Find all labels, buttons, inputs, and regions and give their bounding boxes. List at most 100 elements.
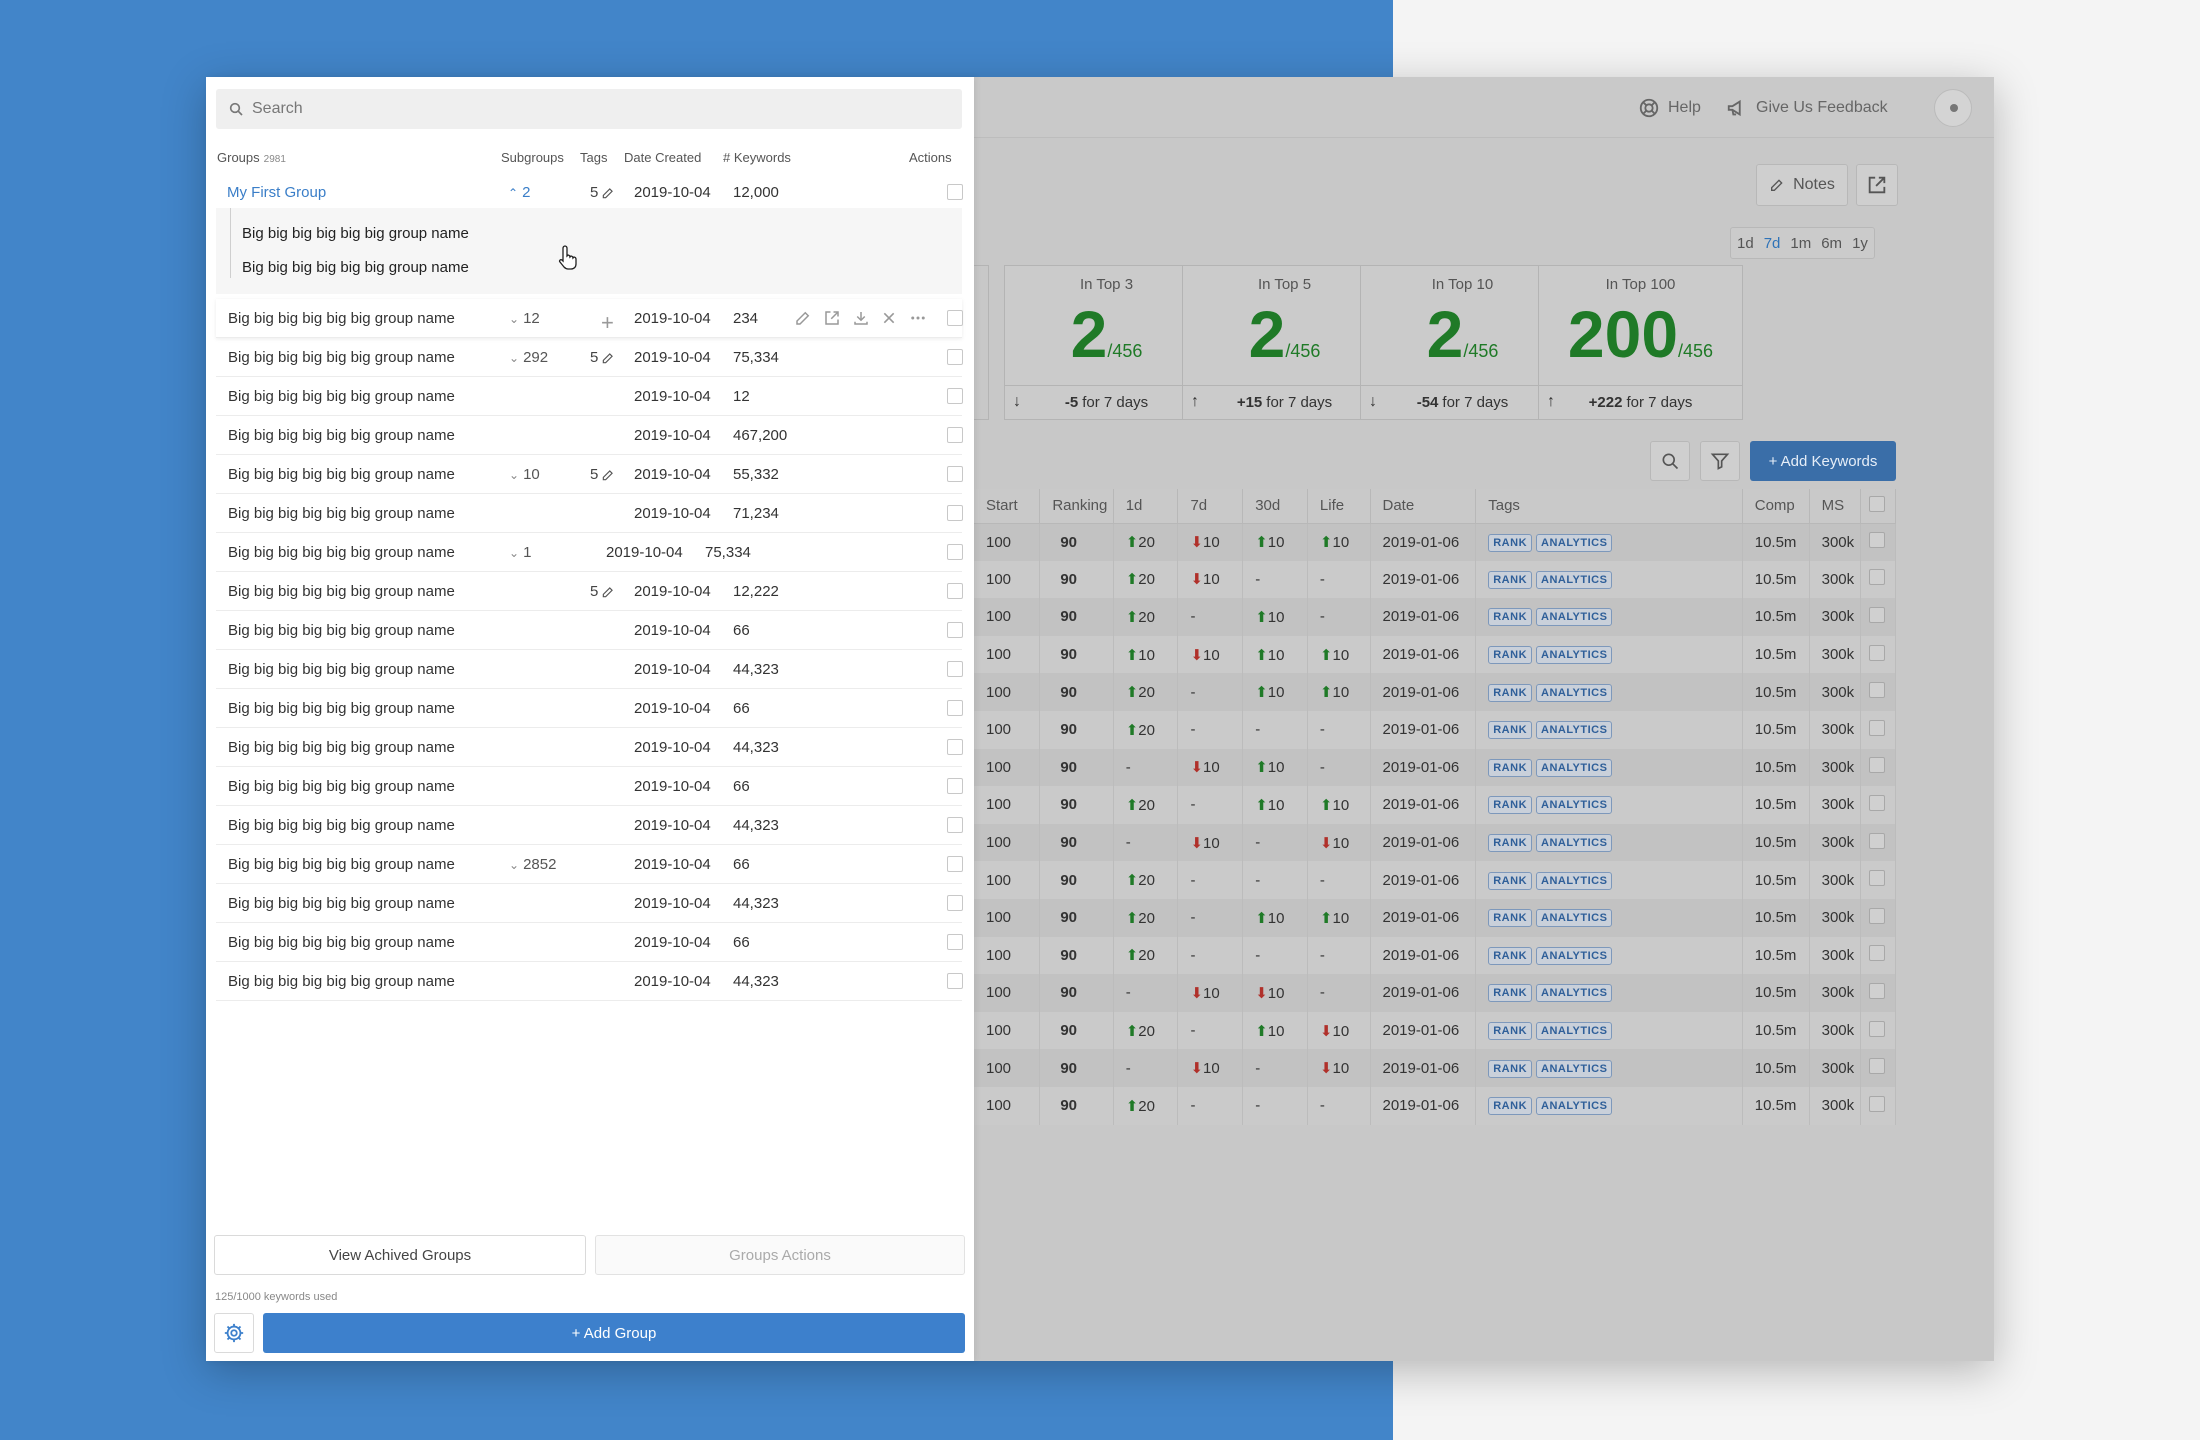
row-checkbox[interactable] [947,622,963,638]
row-checkbox[interactable] [947,739,963,755]
col-30d[interactable]: 30d [1242,489,1308,524]
col-date[interactable]: Date [1370,489,1477,524]
tag-badge[interactable]: ANALYTICS [1536,871,1613,890]
tag-badge[interactable]: RANK [1488,796,1533,815]
table-row[interactable]: 100 90 ⬆20- - -2019-01-06 RANK ANALYTICS 10.5m 3… [974,710,1896,749]
row-checkbox[interactable] [947,544,963,560]
group-name[interactable]: My First Group [227,184,327,201]
table-row[interactable]: 100 90 ⬆20 ⬇10 ⬆10 ⬆10 2019-01-06 RANK ANALYTICS… [974,523,1896,561]
row-checkbox[interactable] [1869,794,1886,811]
tag-badge[interactable]: RANK [1488,946,1533,965]
group-name[interactable]: Big big big big big big group name [228,310,455,327]
row-checkbox[interactable] [947,856,963,872]
group-name[interactable]: Big big big big big big group name [228,700,455,717]
tag-badge[interactable]: ANALYTICS [1536,796,1613,815]
group-name[interactable]: Big big big big big big group name [228,622,455,639]
more-icon[interactable] [908,309,928,327]
row-checkbox[interactable] [1869,945,1886,962]
search-keywords-button[interactable] [1650,441,1690,481]
period-1d[interactable]: 1d [1737,234,1754,252]
row-checkbox[interactable] [1869,682,1886,699]
groups-actions-button[interactable]: Groups Actions [595,1235,965,1275]
group-name[interactable]: Big big big big big big group name [228,544,455,561]
col-ms[interactable]: MS [1809,489,1862,524]
tag-badge[interactable]: RANK [1488,1022,1533,1041]
period-6m[interactable]: 6m [1821,234,1843,252]
table-row[interactable]: 100 90- ⬇10- ⬇10 2019-01-06 RANK ANALYTICS 10.5… [974,823,1896,862]
row-checkbox[interactable] [1869,757,1886,774]
row-checkbox[interactable] [947,661,963,677]
tag-badge[interactable]: ANALYTICS [1536,984,1613,1003]
col-start[interactable]: Start [974,489,1041,524]
row-checkbox[interactable] [947,700,963,716]
row-checkbox[interactable] [1869,569,1886,586]
table-row[interactable]: 100 90- ⬇10- ⬇10 2019-01-06 RANK ANALYTICS 10.5… [974,1049,1896,1087]
col-ranking[interactable]: Ranking [1039,489,1114,524]
row-checkbox[interactable] [947,184,963,200]
group-row[interactable]: Big big big big big big group name 2019-1… [216,377,963,416]
table-row[interactable]: 100 90 ⬆20- - -2019-01-06 RANK ANALYTICS 10.5m 3… [974,1086,1896,1125]
tag-badge[interactable]: ANALYTICS [1536,1059,1613,1078]
row-checkbox[interactable] [1869,982,1886,999]
avatar[interactable] [1934,89,1972,127]
group-name[interactable]: Big big big big big big group name [228,427,455,444]
group-row[interactable]: Big big big big big big group name ⌄ 2852 2… [216,845,963,884]
col-1d[interactable]: 1d [1113,489,1179,524]
col-comp[interactable]: Comp [1742,489,1810,524]
tags-count[interactable]: 5 [590,583,615,600]
tag-badge[interactable]: ANALYTICS [1536,758,1613,777]
group-name[interactable]: Big big big big big big group name [228,817,455,834]
feedback-link[interactable]: Give Us Feedback [1726,97,1888,119]
row-checkbox[interactable] [947,817,963,833]
group-row-my-first-group[interactable]: My First Group ⌃ 2 5 2019-10-04 12,000 [216,173,963,212]
tag-badge[interactable]: ANALYTICS [1536,1097,1613,1116]
tag-badge[interactable]: RANK [1488,683,1533,702]
row-checkbox[interactable] [1869,719,1886,736]
search-input[interactable] [252,100,932,118]
add-group-button[interactable]: + Add Group [263,1313,965,1353]
row-checkbox[interactable] [947,973,963,989]
tag-badge[interactable]: RANK [1488,984,1533,1003]
tag-badge[interactable]: ANALYTICS [1536,683,1613,702]
row-checkbox[interactable] [947,466,963,482]
row-checkbox[interactable] [1869,907,1886,924]
edit-icon[interactable] [794,309,812,327]
notes-button[interactable]: Notes [1756,164,1848,206]
group-name[interactable]: Big big big big big big group name [228,856,455,873]
subgroups-toggle[interactable]: ⌄ 292 [509,349,548,366]
tag-badge[interactable]: ANALYTICS [1536,646,1613,665]
row-checkbox[interactable] [1869,1058,1886,1075]
subgroups-toggle[interactable]: ⌄ 1 [509,544,531,561]
group-name[interactable]: Big big big big big big group name [228,466,455,483]
row-checkbox[interactable] [1869,1020,1886,1037]
subgroup-item[interactable]: Big big big big big big group name [242,225,469,242]
table-row[interactable]: 100 90- ⬇10 ⬆10-2019-01-06 RANK ANALYTICS 10.5… [974,748,1896,787]
period-1y[interactable]: 1y [1852,234,1868,252]
group-row[interactable]: Big big big big big big group name ⌄ 10 5 20… [216,455,963,494]
select-all-checkbox[interactable] [1869,495,1886,512]
row-checkbox[interactable] [1869,1095,1886,1112]
subgroups-toggle[interactable]: ⌄ 10 [509,466,540,483]
tag-badge[interactable]: RANK [1488,608,1533,627]
open-external-icon[interactable] [823,309,841,327]
tag-badge[interactable]: RANK [1488,909,1533,928]
col-7d[interactable]: 7d [1177,489,1244,524]
row-checkbox[interactable] [947,895,963,911]
group-row[interactable]: Big big big big big big group name 2019-1… [216,962,963,1001]
row-checkbox[interactable] [947,388,963,404]
group-row[interactable]: Big big big big big big group name 2019-1… [216,416,963,455]
tags-count[interactable]: 5 [590,466,615,483]
row-checkbox[interactable] [947,427,963,443]
row-checkbox[interactable] [947,505,963,521]
group-row[interactable]: Big big big big big big group name 2019-1… [216,806,963,845]
row-checkbox[interactable] [947,934,963,950]
help-link[interactable]: Help [1638,97,1701,119]
period-1m[interactable]: 1m [1790,234,1812,252]
group-row[interactable]: Big big big big big big group name 2019-1… [216,689,963,728]
download-icon[interactable] [852,309,870,327]
group-name[interactable]: Big big big big big big group name [228,661,455,678]
group-name[interactable]: Big big big big big big group name [228,778,455,795]
tags-count[interactable]: 5 [590,349,615,366]
subgroups-toggle[interactable]: ⌄ 2852 [509,856,556,873]
group-row[interactable]: Big big big big big big group name 2019-1… [216,650,963,689]
